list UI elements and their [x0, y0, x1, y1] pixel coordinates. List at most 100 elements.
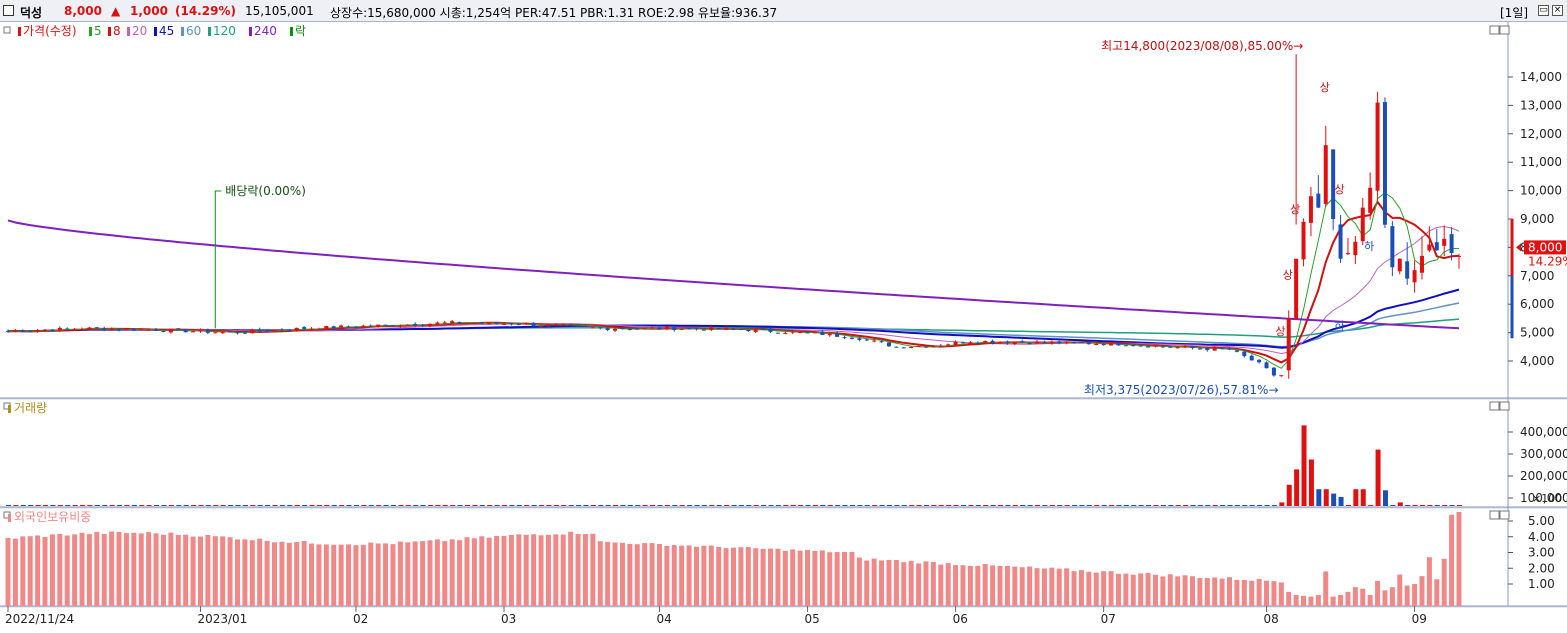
- foreign-bar: [1041, 568, 1047, 606]
- candle-body: [1227, 348, 1232, 350]
- period-button[interactable]: [1일]: [1500, 6, 1529, 20]
- candle-body: [590, 327, 595, 329]
- candle-body: [390, 325, 395, 327]
- foreign-bar: [146, 532, 152, 606]
- foreign-bar: [864, 560, 870, 606]
- volume-bar: [975, 505, 981, 506]
- pane-minimize-icon[interactable]: [1489, 510, 1500, 520]
- foreign-bar: [649, 543, 655, 606]
- foreign-bars: [5, 512, 1462, 606]
- candle-body: [812, 332, 817, 334]
- header-bar: 덕성 8,000 ▲ 1,000 (14.29%) 15,105,001 상장수…: [0, 0, 1567, 22]
- legend-swatch: [127, 27, 130, 36]
- x-tick-label: 05: [805, 612, 820, 626]
- foreign-bar: [545, 534, 551, 606]
- candle-body: [798, 332, 803, 334]
- volume-unit-label: ×100: [1532, 492, 1562, 505]
- pane-handle-icon[interactable]: [3, 26, 11, 34]
- pane-close-icon[interactable]: [1499, 510, 1510, 520]
- volume-bar: [28, 505, 34, 506]
- candle-body: [842, 337, 847, 339]
- foreign-bar: [805, 549, 811, 606]
- foreign-bar: [20, 536, 26, 606]
- volume-bar: [598, 505, 604, 506]
- volume-bar: [709, 505, 715, 506]
- foreign-bar: [1189, 576, 1195, 606]
- candle-body: [1190, 346, 1195, 349]
- candle-body: [124, 328, 129, 330]
- volume-bar: [605, 505, 611, 506]
- x-tick-label: 04: [656, 612, 671, 626]
- legend-label: 45: [159, 24, 174, 38]
- foreign-bar: [1078, 570, 1084, 606]
- foreign-bar: [1456, 512, 1462, 606]
- volume-bar: [146, 505, 152, 506]
- candle-body: [265, 331, 270, 333]
- foreign-bar: [1123, 573, 1129, 606]
- volume-bar: [886, 505, 892, 506]
- volume-bar: [864, 505, 870, 506]
- pane-close-icon[interactable]: [1499, 401, 1510, 411]
- volume-bar: [265, 505, 271, 506]
- volume-bar: [1101, 505, 1107, 506]
- foreign-bar: [1382, 590, 1388, 606]
- foreign-bar: [1034, 568, 1040, 606]
- foreign-bar: [160, 534, 166, 606]
- legend-label: 락: [295, 24, 306, 38]
- volume-bar: [546, 505, 552, 506]
- foreign-bar: [997, 565, 1003, 606]
- foreign-bar: [797, 550, 803, 606]
- candle-body: [1197, 348, 1202, 350]
- foreign-bar: [908, 560, 914, 606]
- foreign-bar: [656, 543, 662, 606]
- candle-body: [1131, 345, 1136, 347]
- candle-body: [827, 333, 832, 336]
- volume-bar: [413, 505, 419, 506]
- volume-bar: [775, 505, 781, 506]
- candle-body: [1072, 342, 1077, 344]
- foreign-bar: [901, 562, 907, 606]
- volume-bar: [849, 505, 855, 506]
- volume-bar: [80, 505, 86, 506]
- volume-bar: [1419, 505, 1425, 506]
- close-icon[interactable]: ×: [1552, 5, 1563, 16]
- candle-body: [102, 328, 107, 331]
- foreign-bar: [383, 543, 389, 606]
- candle-body: [1146, 346, 1151, 348]
- candle-body: [1049, 341, 1054, 344]
- foreign-title: 외국인보유비중: [14, 510, 91, 524]
- foreign-bar: [1249, 580, 1255, 606]
- restore-icon[interactable]: ▭: [1538, 5, 1549, 16]
- foreign-bar: [294, 542, 300, 606]
- volume-bar: [368, 505, 374, 506]
- chart-svg[interactable]: 가격(수정) 5 8 20 45 60 120 240 락 14,000 13,000 12,000…: [0, 22, 1567, 630]
- price-tick-label: 5,000: [1520, 326, 1554, 340]
- volume-bar: [901, 505, 907, 506]
- candle-body: [80, 329, 85, 331]
- volume-bar: [131, 505, 137, 506]
- candle-body: [805, 332, 810, 334]
- foreign-bar: [849, 551, 855, 606]
- price-annotations: 최고14,800(2023/08/08),85.00%→ 최저3,375(2023…: [214, 39, 1374, 397]
- volume-bar: [1345, 505, 1351, 506]
- candle-body: [205, 330, 210, 333]
- pane-minimize-icon[interactable]: [1489, 401, 1500, 411]
- candle-body: [738, 328, 743, 330]
- volume-bar: [1197, 505, 1203, 506]
- candle-body: [1035, 341, 1040, 344]
- pane-minimize-icon[interactable]: [1489, 25, 1500, 35]
- volume-bar: [553, 505, 559, 506]
- pane-close-icon[interactable]: [1499, 25, 1510, 35]
- candle-body: [368, 325, 373, 327]
- volume-bar: [65, 505, 71, 506]
- volume-value: 15,105,001: [245, 4, 314, 18]
- candle-body: [613, 328, 618, 331]
- x-tick-label: 02: [353, 612, 368, 626]
- volume-bar: [198, 505, 204, 506]
- volume-bar: [435, 505, 441, 506]
- candle-body: [242, 332, 247, 334]
- header-checkbox[interactable]: [3, 5, 14, 16]
- candle-body: [790, 331, 795, 333]
- candle-body: [1316, 193, 1321, 208]
- foreign-bar: [375, 543, 381, 606]
